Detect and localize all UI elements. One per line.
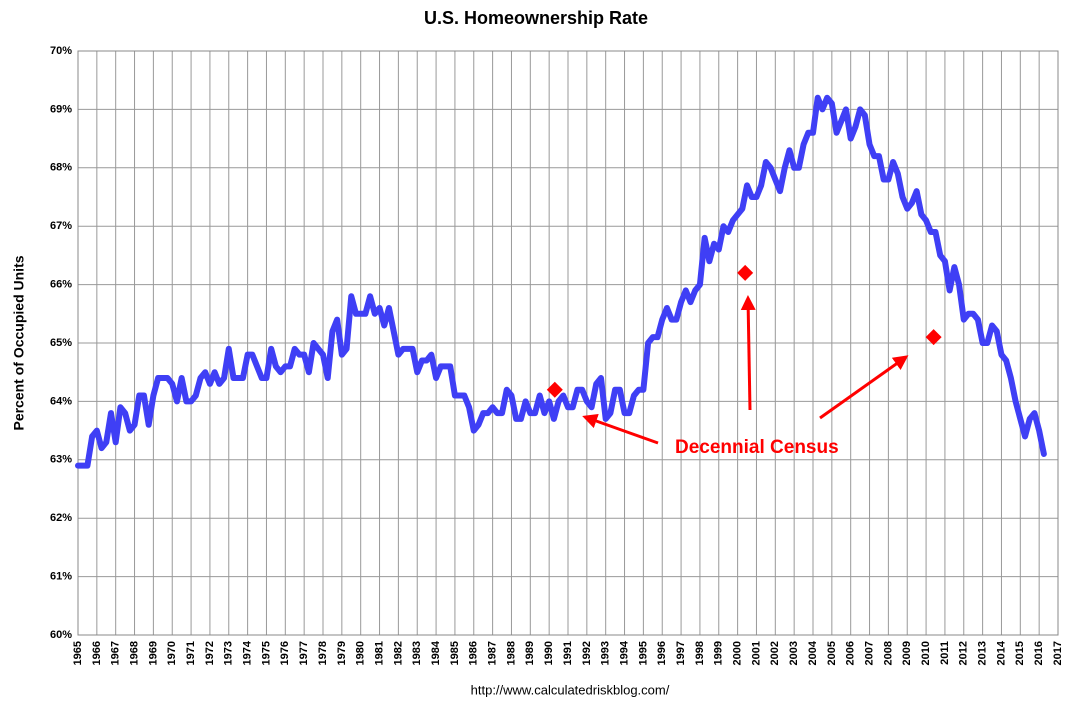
x-tick-label: 2001 (750, 641, 762, 665)
x-tick-label: 1966 (91, 641, 103, 665)
x-tick-label: 1984 (430, 640, 442, 665)
x-tick-label: 2005 (826, 641, 838, 665)
x-tick-label: 1979 (336, 641, 348, 665)
census-marker (925, 329, 942, 346)
x-tick-label: 2011 (939, 641, 951, 665)
x-tick-label: 1976 (279, 641, 291, 665)
x-tick-label: 1999 (713, 641, 725, 665)
x-tick-label: 1980 (355, 641, 367, 665)
arrow (740, 295, 756, 411)
x-tick-label: 1991 (562, 641, 574, 665)
annotation-arrows (582, 295, 909, 445)
x-tick-label: 1965 (72, 641, 84, 665)
plot-border (77, 50, 1059, 636)
y-tick-label: 65% (50, 337, 72, 349)
x-tick-label: 1986 (468, 641, 480, 665)
x-tick-label: 2000 (732, 641, 744, 665)
x-tick-label: 1994 (618, 640, 630, 665)
x-tick-label: 1977 (298, 641, 310, 665)
y-tick-label: 66% (50, 279, 72, 291)
x-tick-label: 2013 (977, 641, 989, 665)
x-tick-label: 1995 (637, 641, 649, 665)
x-tick-label: 2002 (769, 641, 781, 665)
y-tick-label: 61% (50, 571, 72, 583)
x-tick-label: 1975 (260, 641, 272, 665)
x-tick-label: 1971 (185, 641, 197, 665)
x-tick-label: 1996 (656, 641, 668, 665)
x-tick-label: 1969 (147, 641, 159, 665)
x-tick-label: 1997 (675, 641, 687, 665)
chart-title: U.S. Homeownership Rate (424, 8, 648, 28)
source: http://www.calculatedriskblog.com/ (471, 682, 670, 697)
x-tick-label: 1981 (373, 641, 385, 665)
x-tick-label: 1978 (317, 641, 329, 665)
x-tick-label: 1992 (581, 641, 593, 665)
x-tick-label: 1998 (694, 641, 706, 665)
y-tick-label: 68% (50, 162, 72, 174)
x-tick-label: 1970 (166, 641, 178, 665)
x-tick-label: 2006 (845, 641, 857, 665)
arrow (819, 355, 909, 420)
x-tick-label: 1990 (543, 641, 555, 665)
x-tick-label: 1973 (223, 641, 235, 665)
x-tick-label: 2010 (920, 641, 932, 665)
y-tick-label: 70% (50, 45, 72, 57)
line (75, 94, 1047, 469)
arrow (582, 413, 659, 445)
y-axis-label: Percent of Occupied Units (11, 255, 27, 430)
x-tick-label: 1993 (600, 641, 612, 665)
x-tick-label: 2014 (995, 640, 1007, 665)
x-tick-label: 1974 (242, 640, 254, 665)
census-marker (737, 264, 754, 281)
x-tick-label: 2003 (788, 641, 800, 665)
y-tick-label: 63% (50, 454, 72, 466)
x-tick-label: 1972 (204, 641, 216, 665)
x-tick-label: 1988 (505, 641, 517, 665)
census-marker (546, 381, 563, 398)
x-tick-label: 2004 (807, 640, 819, 665)
x-tick-label: 2007 (863, 641, 875, 665)
x-tick-label: 2015 (1014, 641, 1026, 665)
x-tick-label: 2009 (901, 641, 913, 665)
x-tick-label: 2012 (958, 641, 970, 665)
x-tick-label: 2016 (1033, 641, 1045, 665)
x-tick-label: 1989 (524, 641, 536, 665)
x-tick-label: 1968 (128, 641, 140, 665)
y-tick-label: 62% (50, 512, 72, 524)
x-tick-label: 1985 (449, 641, 461, 665)
y-tick-label: 69% (50, 103, 72, 115)
x-tick-label: 2008 (882, 641, 894, 665)
y-tick-label: 64% (50, 395, 72, 407)
marks (75, 94, 1047, 469)
x-tick-label: 1967 (110, 641, 122, 665)
y-tick-label: 60% (50, 629, 72, 641)
y-tick-label: 67% (50, 220, 72, 232)
x-tick-label: 2017 (1052, 641, 1064, 665)
x-tick-label: 1982 (392, 641, 404, 665)
annotation: Decennial Census (675, 437, 839, 458)
x-tick-label: 1983 (411, 641, 423, 665)
x-tick-label: 1987 (487, 641, 499, 665)
